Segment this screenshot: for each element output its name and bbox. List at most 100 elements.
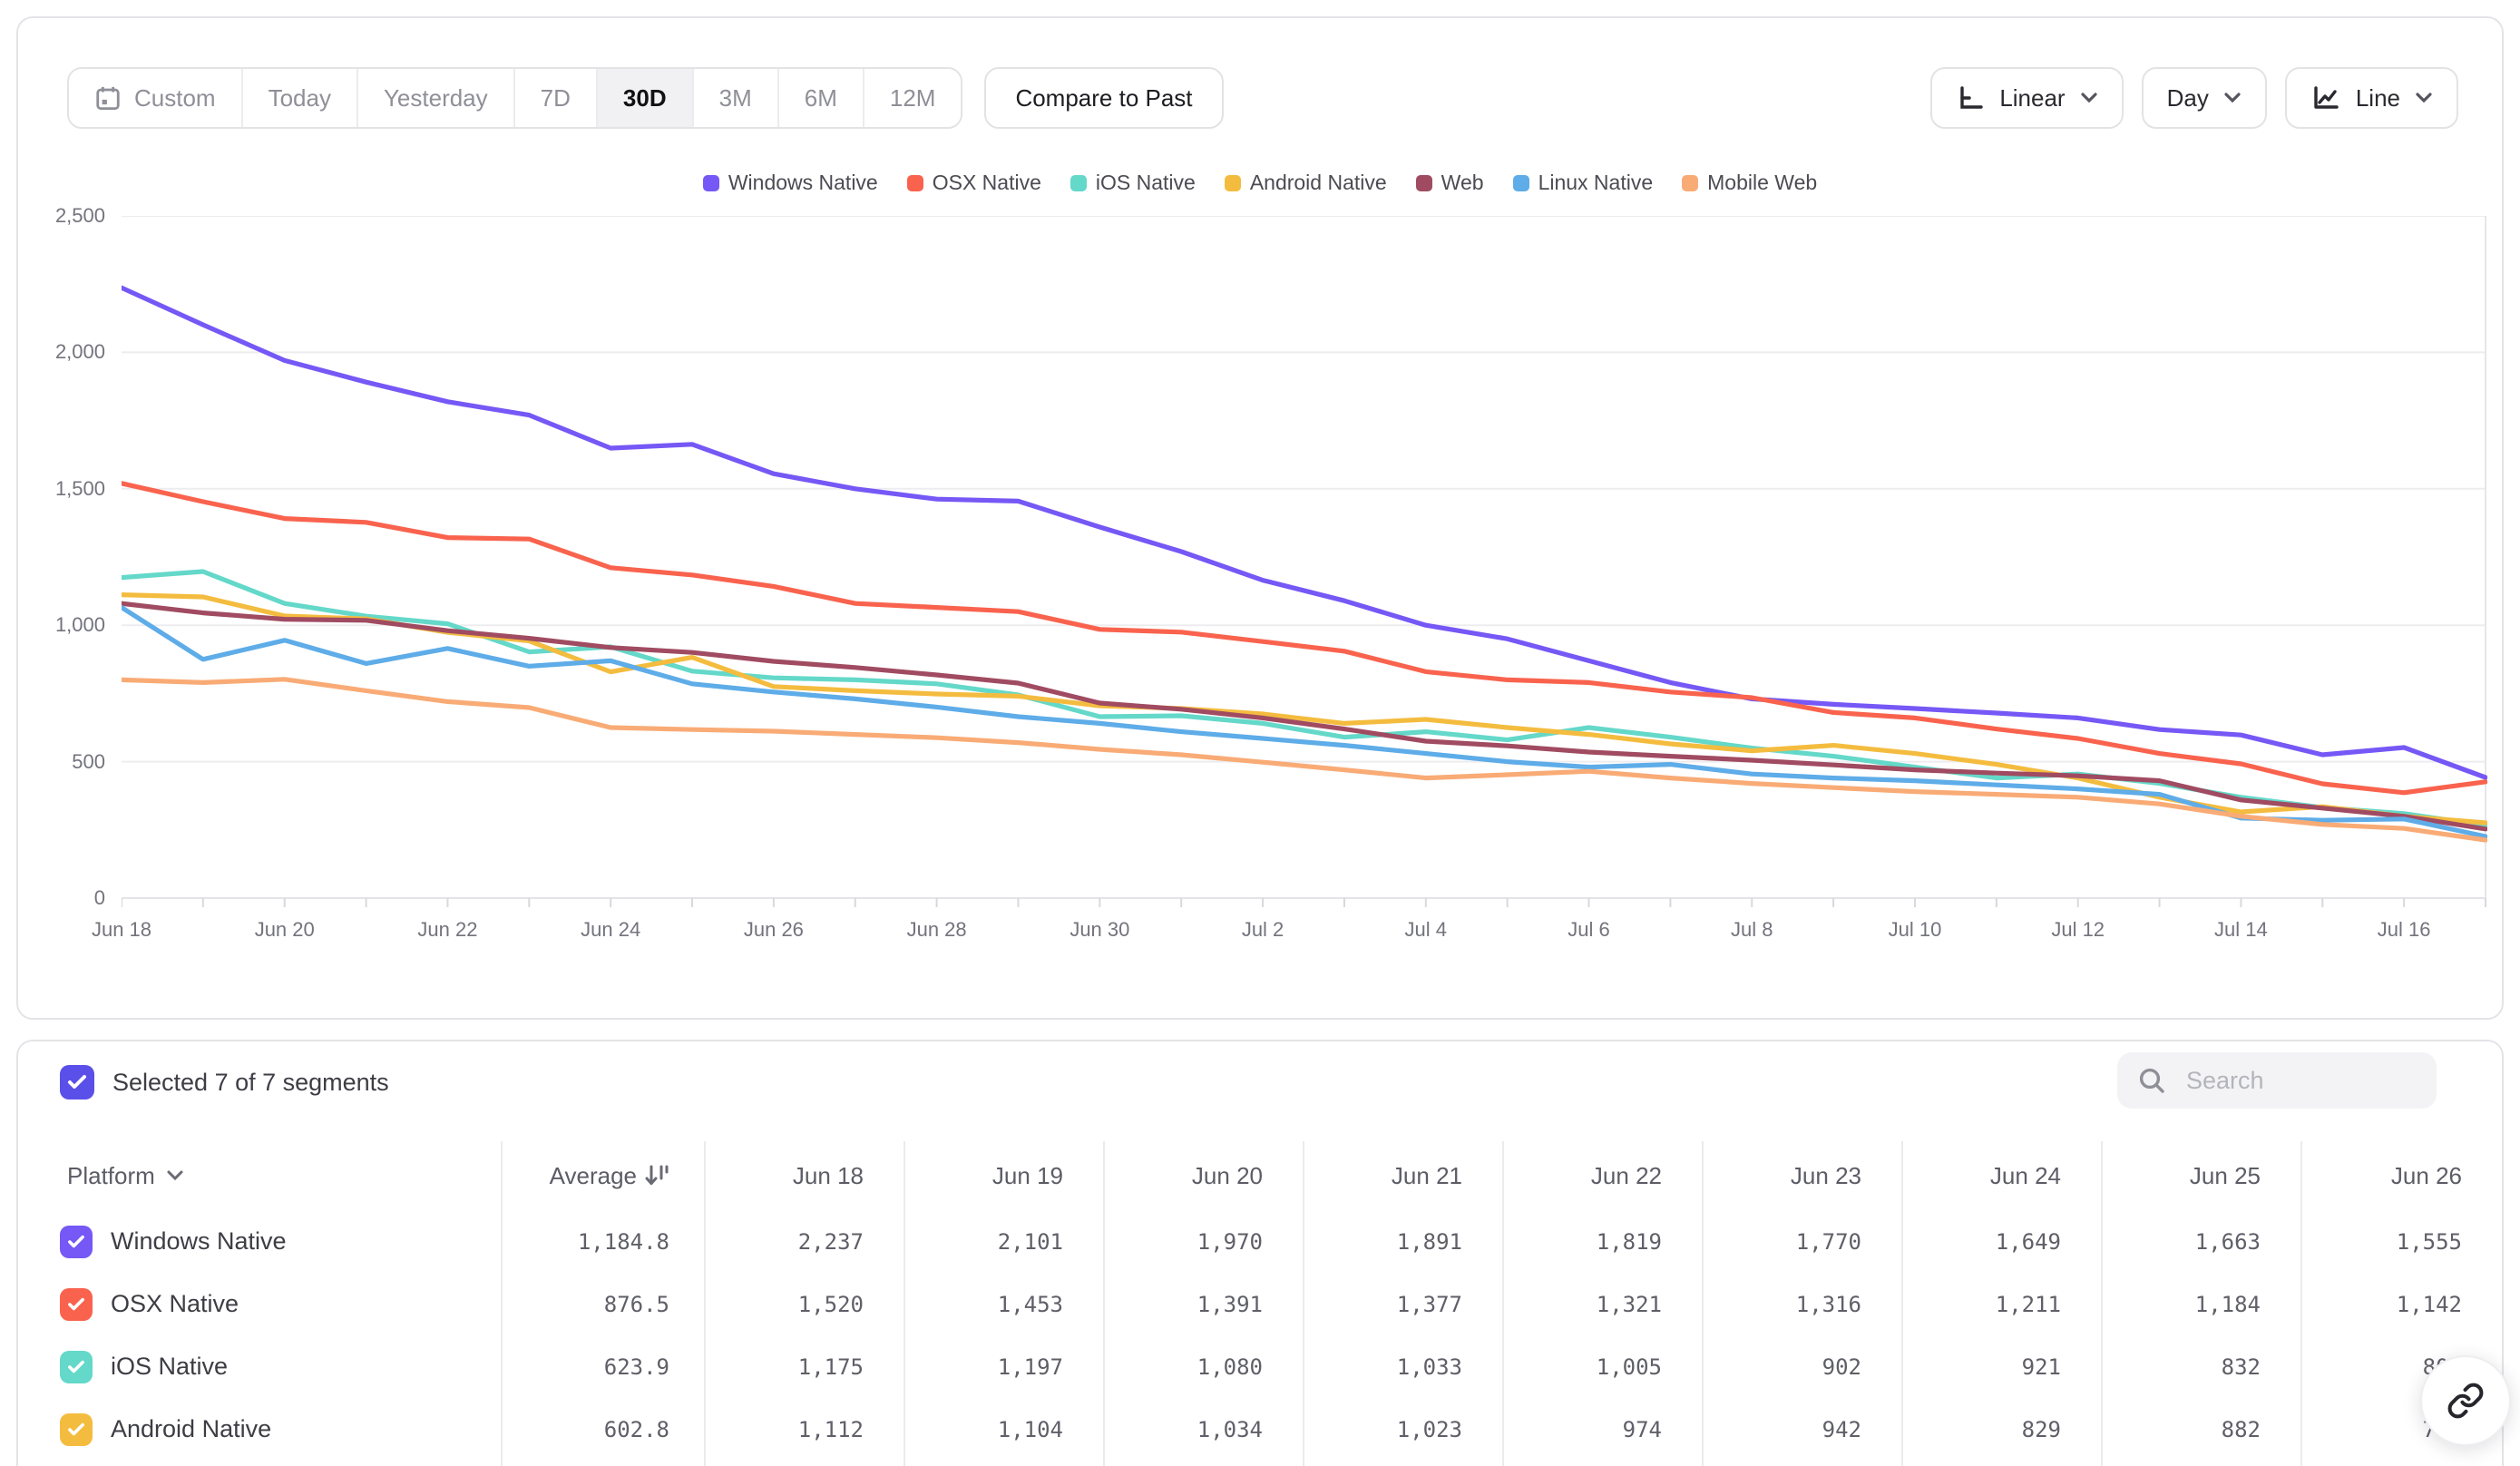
series-line-mobile-web[interactable]	[122, 677, 2487, 843]
day-value: 1,005	[1504, 1335, 1704, 1398]
linear-scale-icon	[1960, 86, 1984, 109]
chevron-down-icon	[2416, 93, 2432, 103]
x-tick-label: Jul 6	[1568, 918, 1610, 941]
legend-swatch	[702, 174, 719, 191]
range-button-30d[interactable]: 30D	[595, 69, 692, 127]
legend-item-android-native[interactable]: Android Native	[1224, 171, 1387, 195]
legend-label: iOS Native	[1095, 171, 1196, 194]
x-tick-label: Jun 28	[906, 918, 967, 941]
average-value: 602.8	[503, 1398, 706, 1461]
legend-item-web[interactable]: Web	[1415, 171, 1484, 195]
scale-button[interactable]: Linear	[1930, 67, 2124, 129]
row-checkbox[interactable]	[60, 1225, 93, 1258]
legend-item-mobile-web[interactable]: Mobile Web	[1682, 171, 1817, 195]
sort-descending-icon	[645, 1165, 669, 1186]
range-button-12m[interactable]: 12M	[862, 69, 962, 127]
day-value: 902	[1704, 1335, 1903, 1398]
series-line-ios-native[interactable]	[122, 569, 2487, 828]
series-line-windows-native[interactable]	[122, 285, 2487, 780]
select-all-checkbox[interactable]	[60, 1065, 94, 1100]
chart-options-toolbar: Linear Day Line	[1930, 67, 2458, 129]
column-header-jun-24[interactable]: Jun 24	[1903, 1141, 2103, 1210]
table-filler-cell	[1903, 1461, 2103, 1466]
column-header-jun-26[interactable]: Jun 26	[2302, 1141, 2502, 1210]
day-value: 1,316	[1704, 1273, 1903, 1335]
legend-item-ios-native[interactable]: iOS Native	[1070, 171, 1196, 195]
compare-to-past-button[interactable]: Compare to Past	[984, 67, 1224, 129]
legend-label: Android Native	[1249, 171, 1387, 194]
table-filler-cell	[1704, 1461, 1903, 1466]
search-box[interactable]	[2117, 1052, 2437, 1109]
line-chart[interactable]	[122, 216, 2487, 909]
share-link-button[interactable]	[2420, 1355, 2511, 1446]
table-filler-cell	[503, 1461, 706, 1466]
row-checkbox[interactable]	[60, 1287, 93, 1321]
average-value: 1,184.8	[503, 1210, 706, 1273]
series-line-web[interactable]	[122, 601, 2487, 832]
column-header-label: Jun 23	[1790, 1161, 1861, 1189]
search-input[interactable]	[2183, 1064, 2408, 1097]
series-line-android-native[interactable]	[122, 592, 2487, 826]
series-line-osx-native[interactable]	[122, 481, 2487, 796]
check-icon	[68, 1422, 84, 1435]
day-value: 2,101	[905, 1210, 1105, 1273]
table-row-windows-native[interactable]: Windows Native	[18, 1210, 503, 1273]
interval-button[interactable]: Day	[2141, 67, 2267, 129]
range-button-today[interactable]: Today	[240, 69, 357, 127]
table-row-osx-native[interactable]: OSX Native	[18, 1273, 503, 1335]
row-checkbox[interactable]	[60, 1412, 93, 1446]
range-label: Yesterday	[383, 83, 488, 112]
day-value: 882	[2103, 1398, 2302, 1461]
range-button-custom[interactable]: Custom	[69, 69, 241, 127]
table-row-android-native[interactable]: Android Native	[18, 1398, 503, 1461]
x-tick-label: Jul 2	[1241, 918, 1284, 941]
column-header-average[interactable]: Average	[503, 1141, 706, 1210]
legend-item-linux-native[interactable]: Linux Native	[1512, 171, 1654, 195]
table-filler-cell	[2302, 1461, 2502, 1466]
series-line-linux-native[interactable]	[122, 605, 2487, 839]
column-header-jun-19[interactable]: Jun 19	[905, 1141, 1105, 1210]
column-header-platform[interactable]: Platform	[18, 1141, 503, 1210]
range-button-yesterday[interactable]: Yesterday	[356, 69, 513, 127]
table-filler-cell	[1504, 1461, 1704, 1466]
chart-legend: Windows Native OSX Native iOS Native Androi…	[18, 171, 2502, 195]
legend-item-windows-native[interactable]: Windows Native	[702, 171, 878, 195]
day-value: 1,033	[1304, 1335, 1504, 1398]
platform-label: Windows Native	[111, 1227, 287, 1255]
chart-type-button[interactable]: Line	[2284, 67, 2458, 129]
column-header-jun-21[interactable]: Jun 21	[1304, 1141, 1504, 1210]
legend-label: Linux Native	[1538, 171, 1654, 194]
range-button-6m[interactable]: 6M	[777, 69, 863, 127]
x-tick-label: Jun 30	[1070, 918, 1130, 941]
legend-label: Mobile Web	[1707, 171, 1818, 194]
column-header-jun-25[interactable]: Jun 25	[2103, 1141, 2302, 1210]
day-value: 1,034	[1105, 1398, 1304, 1461]
chevron-down-icon	[167, 1170, 183, 1181]
column-header-label: Jun 19	[991, 1161, 1063, 1189]
column-header-jun-18[interactable]: Jun 18	[706, 1141, 905, 1210]
chart-card: Custom Today Yesterday 7D 30D 3M 6M 12M Compare…	[16, 16, 2504, 1020]
column-header-jun-23[interactable]: Jun 23	[1704, 1141, 1903, 1210]
column-header-label: Jun 21	[1391, 1161, 1462, 1189]
row-checkbox[interactable]	[60, 1350, 93, 1383]
legend-item-osx-native[interactable]: OSX Native	[906, 171, 1041, 195]
range-button-7d[interactable]: 7D	[513, 69, 596, 127]
range-button-3m[interactable]: 3M	[691, 69, 777, 127]
column-header-jun-22[interactable]: Jun 22	[1504, 1141, 1704, 1210]
table-row-ios-native[interactable]: iOS Native	[18, 1335, 503, 1398]
average-value: 623.9	[503, 1335, 706, 1398]
x-tick-label: Jun 26	[743, 918, 804, 941]
column-header-jun-20[interactable]: Jun 20	[1105, 1141, 1304, 1210]
legend-swatch	[1070, 174, 1087, 191]
y-tick-label: 2,500	[54, 204, 105, 227]
day-value: 1,891	[1304, 1210, 1504, 1273]
range-label: 12M	[889, 83, 936, 112]
range-label: 7D	[540, 83, 571, 112]
column-header-label: Platform	[67, 1161, 155, 1189]
chevron-down-icon	[2224, 93, 2241, 103]
date-range-toolbar: Custom Today Yesterday 7D 30D 3M 6M 12M Compare…	[67, 67, 1224, 129]
platform-label: iOS Native	[111, 1353, 229, 1380]
day-value: 1,649	[1903, 1210, 2103, 1273]
table-filler-cell	[706, 1461, 905, 1466]
selected-count-label: Selected 7 of 7 segments	[112, 1068, 389, 1096]
